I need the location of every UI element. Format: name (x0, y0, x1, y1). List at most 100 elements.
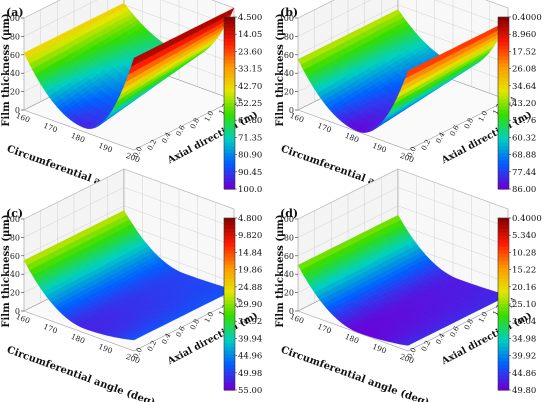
x-tick-label: 190 (97, 342, 114, 356)
z-tick-label: 0 (15, 307, 20, 316)
colorbar-band (498, 232, 509, 237)
colorbar-band (498, 354, 509, 359)
z-tick-label: 0 (289, 106, 294, 115)
colorbar-band (224, 77, 235, 83)
colorbar-band (224, 142, 235, 147)
colorbar-band (224, 149, 235, 154)
x-tick-label: 180 (70, 131, 87, 145)
colorbar-band (498, 235, 509, 241)
colorbar-band (224, 329, 235, 334)
colorbar-band (224, 235, 235, 241)
colorbar-band (498, 332, 509, 337)
x-tick-label: 190 (371, 342, 388, 356)
film-thickness-surface (297, 9, 509, 133)
colorbar-band (498, 275, 509, 280)
z-tick-label: 0 (289, 307, 294, 316)
colorbar-band (224, 354, 235, 359)
colorbar-band (498, 264, 509, 269)
colorbar-band (498, 85, 509, 90)
colorbar-band (498, 52, 509, 58)
colorbar-band (498, 386, 509, 391)
colorbar-band (498, 81, 509, 86)
colorbar-tick-label: 14.05 (238, 30, 262, 40)
colorbar-band (224, 17, 235, 22)
colorbar-band (498, 361, 509, 366)
colorbar-band (224, 20, 235, 25)
surface-cell (404, 341, 416, 346)
z-tick-label: 100 (5, 215, 20, 224)
film-thickness-surface (297, 214, 509, 346)
panel-label: (d) (280, 207, 298, 220)
colorbar-band (498, 88, 509, 93)
colorbar-band (498, 49, 509, 54)
z-axis: 0 20 40 60 80 100 (279, 215, 298, 316)
colorbar-tick-label: 10.28 (512, 248, 536, 258)
colorbar-band (224, 296, 235, 302)
colorbar-band (498, 253, 509, 259)
colorbar-band (498, 34, 509, 40)
colorbar-band (498, 106, 509, 111)
colorbar-band (498, 357, 509, 362)
colorbar-tick-label: 100.0 (238, 185, 262, 195)
colorbar-band (224, 311, 235, 316)
x-tick-label: 170 (42, 121, 59, 135)
colorbar-band (224, 314, 235, 319)
colorbar-band (224, 293, 235, 298)
colorbar-band (224, 128, 235, 133)
colorbar-band (498, 296, 509, 302)
colorbar-band (498, 379, 509, 384)
colorbar-tick-label: 39.92 (512, 352, 536, 362)
colorbar-band (224, 95, 235, 101)
colorbar-band (224, 174, 235, 179)
colorbar-band (498, 20, 509, 25)
colorbar-band (498, 110, 509, 115)
colorbar-band (224, 307, 235, 312)
colorbar-band (224, 243, 235, 248)
colorbar-band (498, 257, 509, 262)
colorbar-band (224, 99, 235, 104)
z-tick-label: 60 (10, 252, 20, 261)
colorbar-band (498, 321, 509, 327)
colorbar-band (498, 56, 509, 61)
colorbar-band (498, 138, 509, 144)
colorbar-band (224, 225, 235, 230)
colorbar-band (224, 375, 235, 380)
x-tick-label: 190 (371, 141, 388, 155)
colorbar-band (498, 31, 509, 36)
colorbar-tick-label: 8.960 (512, 30, 536, 40)
colorbar-band (498, 178, 509, 183)
colorbar-band (224, 382, 235, 388)
colorbar-band (498, 124, 509, 129)
colorbar-band (498, 131, 509, 136)
z-axis-label: Film thickness (μm) (1, 214, 12, 327)
colorbar-tick-label: 80.90 (238, 151, 262, 161)
colorbar-band (498, 135, 509, 140)
colorbar-band (224, 34, 235, 40)
colorbar-band (224, 146, 235, 151)
colorbar-band (498, 142, 509, 147)
colorbar: 4.500 14.05 23.60 33.15 42.70 52.25 61.80 71.35… (223, 13, 262, 195)
colorbar-band (224, 271, 235, 276)
colorbar-band (224, 103, 235, 108)
colorbar-band (498, 318, 509, 323)
colorbar-band (498, 307, 509, 312)
colorbar-tick-label: 20.16 (512, 283, 536, 293)
z-tick-label: 0 (15, 106, 20, 115)
colorbar-band (224, 52, 235, 58)
colorbar-band (224, 325, 235, 330)
colorbar-band (224, 250, 235, 255)
colorbar-band (498, 278, 509, 284)
x-tick-label: 160 (15, 312, 32, 326)
colorbar-band (498, 239, 509, 244)
colorbar-band (498, 218, 509, 223)
z-tick-label: 20 (284, 88, 294, 97)
colorbar-band (224, 185, 235, 190)
colorbar-band (498, 339, 509, 345)
x-tick-label: 180 (344, 131, 361, 145)
colorbar-band (498, 163, 509, 169)
panel-label: (b) (280, 6, 298, 19)
colorbar-band (498, 45, 509, 50)
colorbar-tick-label: 52.25 (238, 99, 262, 109)
